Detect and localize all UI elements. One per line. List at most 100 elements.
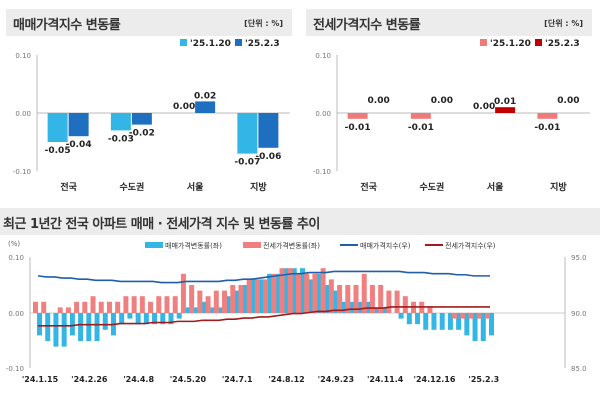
title-bar [0, 208, 600, 235]
y-tick-label: -0.10 [313, 168, 331, 176]
bar [386, 290, 392, 313]
data-label: 0.00 [368, 96, 390, 106]
bar [382, 307, 388, 313]
bar [324, 285, 330, 313]
data-label: 0.00 [173, 102, 195, 112]
bar [205, 296, 211, 313]
y-tick-label: 0.10 [15, 52, 31, 60]
x-tick-label: '24.9.23 [318, 375, 354, 384]
data-label: -0.04 [66, 140, 92, 150]
bar [160, 313, 166, 325]
bar [61, 313, 67, 347]
bar [143, 313, 149, 325]
bar [295, 273, 301, 313]
bar [41, 301, 47, 313]
category-label: 전국 [360, 181, 377, 193]
data-label: -0.01 [408, 123, 434, 133]
bar [452, 313, 458, 319]
bar [332, 290, 338, 313]
bar [402, 296, 408, 313]
trend-chart: (%) 0.10 95.0 0.00 90.0 -0.10 85.0 '24.1.15 '24.… [6, 240, 587, 384]
bar [57, 307, 63, 313]
category-label: 수도권 [419, 181, 444, 193]
bar [254, 279, 260, 313]
jeonse-change-panel: 전세가격지수 변동률 [단위 : %] 0.10 0.00 -0.10 전국 -0.01… [300, 0, 597, 198]
bar [230, 285, 236, 313]
data-label: -0.06 [255, 152, 281, 162]
bar [226, 296, 232, 313]
y-tick-label: -0.10 [6, 365, 24, 373]
bar [398, 313, 404, 319]
y-tick-label: 0.00 [15, 110, 31, 118]
bar [189, 285, 195, 313]
bar [90, 296, 96, 313]
bar [456, 313, 462, 330]
y2-tick-label: 85.0 [571, 365, 587, 373]
bar [415, 313, 421, 325]
data-label: -0.05 [45, 146, 71, 156]
legend-label: '25.1.20 [490, 39, 531, 49]
bar [279, 268, 285, 313]
bar [184, 307, 190, 313]
bar [115, 301, 121, 313]
data-label: 0.00 [557, 96, 579, 106]
bar [287, 268, 293, 313]
legend-label: 매매가격지수(우) [360, 241, 411, 250]
bar [68, 113, 89, 137]
legend-label: '25.1.20 [190, 39, 231, 49]
title-bar [306, 9, 592, 36]
data-label: -0.07 [234, 158, 260, 168]
legend-swatch [145, 242, 163, 248]
bar [410, 113, 431, 119]
legend-swatch [235, 39, 242, 46]
data-label: -0.01 [534, 123, 560, 133]
bar [69, 313, 75, 336]
trend-panel: 최근 1년간 전국 아파트 매매 · 전세가격 지수 및 변동률 추이 (%) 0… [0, 200, 600, 401]
bar [176, 313, 182, 319]
bar [406, 313, 412, 325]
bar [172, 296, 178, 313]
data-label: -0.01 [345, 123, 371, 133]
legend-label: 전세가격변동률(좌) [263, 241, 320, 250]
index-line [38, 306, 490, 327]
bar [222, 290, 228, 313]
bar [209, 307, 215, 313]
bar [489, 313, 494, 336]
bar [373, 307, 379, 313]
bar [234, 290, 240, 313]
bar [250, 279, 256, 313]
bar [427, 307, 433, 313]
legend-label: 전세가격지수(우) [445, 241, 496, 250]
bar [464, 313, 470, 336]
bar [283, 268, 289, 313]
x-tick-label: '24.2.26 [71, 375, 108, 384]
bar [485, 313, 490, 319]
data-label: 0.01 [494, 97, 516, 107]
bar [320, 268, 326, 313]
bar [86, 313, 92, 341]
bar [82, 301, 88, 313]
bar [197, 290, 203, 313]
bar [267, 273, 273, 313]
bar [304, 273, 310, 313]
bar [431, 313, 437, 330]
bar [217, 307, 223, 313]
bar [447, 313, 453, 330]
x-tick-label: '24.5.20 [170, 375, 207, 384]
unit-label: [단위 : %] [244, 19, 283, 28]
bar [164, 296, 170, 313]
category-label: 서울 [487, 181, 504, 193]
bar [271, 273, 277, 313]
bar [361, 273, 367, 313]
category-label: 전국 [60, 181, 77, 193]
y-tick-label: 0.10 [315, 52, 331, 60]
x-tick-label: '24.12.16 [414, 375, 456, 384]
bar [439, 313, 445, 330]
data-label: 0.00 [473, 102, 495, 112]
bar [78, 313, 84, 341]
bar [369, 285, 375, 313]
chart-title: 최근 1년간 전국 아파트 매매 · 전세가격 지수 및 변동률 추이 [3, 217, 320, 232]
bar [423, 313, 429, 330]
jeonse-change-chart: 0.10 0.00 -0.10 전국 -0.01 0.00 수도권 -0.01 0.00 서울 0.… [313, 39, 590, 193]
bar [102, 313, 108, 330]
